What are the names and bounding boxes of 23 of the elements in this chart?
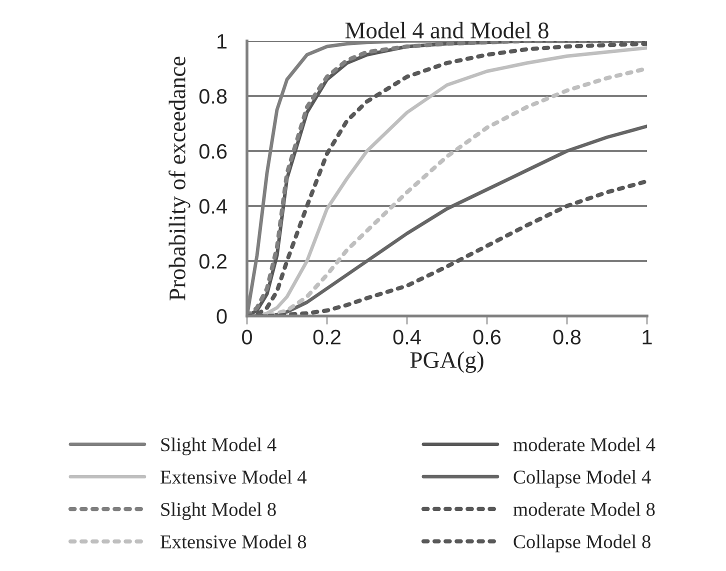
legend-label: Collapse Model 8 — [514, 534, 650, 552]
x-tick-label: 0.4 — [393, 330, 421, 344]
x-tick-label: 0 — [242, 330, 252, 344]
legend-label: moderate Model 8 — [513, 502, 655, 516]
legend-label: Extensive Model 8 — [160, 534, 306, 548]
legend-label: Extensive Model 4 — [160, 470, 307, 484]
legend-label: Slight Model 8 — [161, 502, 276, 520]
y-axis-title: Probability of exceedance — [168, 56, 190, 300]
y-tick-label: 0.8 — [199, 89, 227, 104]
y-tick-label: 0.4 — [199, 199, 227, 214]
y-tick-label: 1 — [218, 34, 227, 49]
legend-label: Collapse Model 4 — [514, 470, 651, 488]
x-tick-label: 0.6 — [473, 330, 501, 344]
y-tick-label: 0.2 — [199, 254, 227, 269]
y-tick-label: 0.6 — [199, 144, 227, 159]
chart-title: Model 4 and Model 8 — [345, 22, 548, 38]
legend-label: Slight Model 4 — [161, 438, 276, 456]
legend-label: moderate Model 4 — [513, 438, 656, 452]
y-tick-label: 0 — [216, 309, 227, 324]
x-tick-label: 0.8 — [553, 330, 581, 344]
x-tick-label: 1 — [642, 330, 652, 344]
x-tick-label: 0.2 — [313, 330, 340, 344]
x-axis-title: PGA(g) — [410, 351, 484, 373]
